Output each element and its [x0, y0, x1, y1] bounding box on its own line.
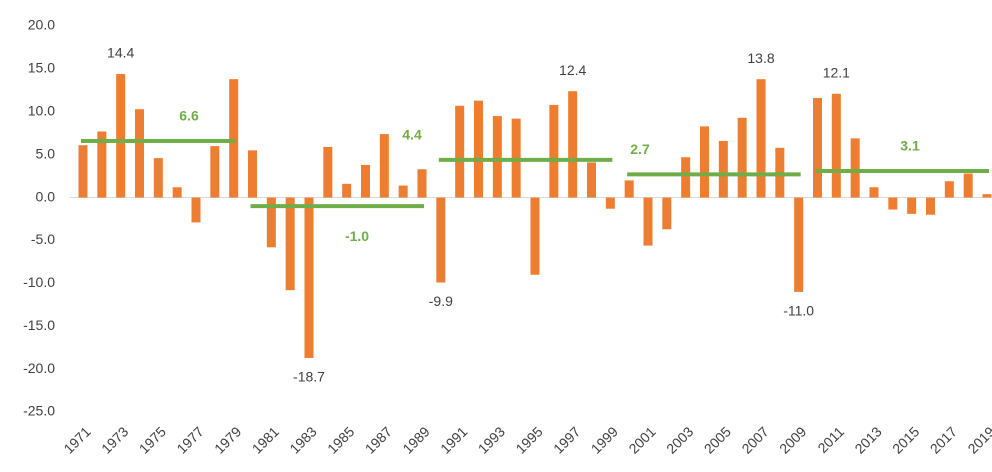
bar	[78, 145, 88, 198]
data-label: 14.4	[107, 45, 134, 61]
x-tick-label: 1999	[588, 423, 621, 456]
bar	[907, 197, 917, 214]
bar	[831, 93, 841, 198]
bar	[587, 162, 596, 198]
average-label: 2.7	[630, 141, 650, 157]
bar	[568, 91, 578, 198]
bar	[530, 197, 540, 275]
data-label: -9.9	[429, 293, 453, 309]
y-tick-label: -20.0	[23, 360, 55, 376]
x-tick-label: 1971	[60, 423, 93, 456]
bar	[794, 197, 804, 292]
bar	[549, 104, 559, 198]
data-label: 12.4	[559, 62, 586, 78]
bar	[963, 173, 973, 198]
y-tick-label: 20.0	[28, 17, 55, 33]
bar	[210, 146, 220, 198]
bar	[756, 79, 766, 198]
bar	[926, 197, 935, 215]
bar	[323, 146, 333, 198]
bar	[944, 181, 954, 198]
bar	[436, 197, 446, 283]
x-tick-label: 2001	[625, 423, 658, 456]
bar	[135, 109, 144, 198]
bar	[888, 197, 898, 210]
x-tick-label: 2003	[663, 423, 696, 456]
y-tick-label: 10.0	[28, 102, 55, 118]
x-tick-label: 1995	[512, 423, 545, 456]
y-tick-label: -5.0	[31, 231, 55, 247]
bar	[850, 138, 860, 198]
bar	[116, 74, 126, 198]
bar	[982, 194, 992, 198]
data-label: -11.0	[783, 303, 814, 319]
x-tick-label: 2019	[964, 423, 992, 456]
bar	[737, 117, 747, 198]
x-tick-label: 2007	[738, 423, 771, 456]
x-tick-label: 1991	[437, 423, 470, 456]
bar	[379, 134, 389, 198]
y-tick-label: -10.0	[23, 274, 55, 290]
y-tick-label: -15.0	[23, 317, 55, 333]
x-tick-label: 2011	[814, 423, 847, 456]
bar	[304, 197, 314, 358]
average-label: 4.4	[402, 127, 422, 143]
bar	[605, 197, 615, 209]
x-tick-label: 1989	[399, 423, 432, 456]
average-label: -1.0	[345, 228, 369, 244]
x-tick-label: 2017	[927, 423, 960, 456]
bar	[492, 116, 502, 198]
x-tick-label: 1973	[98, 423, 131, 456]
x-tick-label: 1993	[475, 423, 508, 456]
bar	[624, 180, 634, 198]
x-tick-label: 2009	[776, 423, 809, 456]
x-tick-label: 1977	[173, 423, 206, 456]
bar	[474, 100, 483, 198]
bar	[248, 150, 257, 198]
y-tick-label: 15.0	[28, 60, 55, 76]
bar	[643, 197, 653, 246]
bar	[455, 105, 465, 198]
bar	[718, 140, 728, 198]
x-tick-label: 2013	[851, 423, 884, 456]
bar	[417, 169, 427, 198]
bar	[869, 187, 879, 198]
y-tick-label: 0.0	[36, 188, 56, 204]
bar	[97, 131, 107, 198]
x-tick-label: 2005	[701, 423, 734, 456]
bar	[266, 197, 276, 248]
x-tick-label: 1981	[249, 423, 282, 456]
y-tick-label: 5.0	[36, 145, 56, 161]
bar	[700, 126, 709, 198]
bar	[361, 164, 370, 198]
x-tick-label: 1997	[550, 423, 583, 456]
bar	[172, 187, 182, 198]
data-label: 13.8	[747, 50, 774, 66]
average-label: 3.1	[900, 138, 920, 154]
bar	[285, 197, 295, 291]
data-label: -18.7	[293, 369, 325, 385]
y-tick-label: -25.0	[23, 403, 55, 419]
bar	[681, 157, 691, 198]
average-label: 6.6	[179, 108, 199, 124]
x-tick-label: 1979	[211, 423, 244, 456]
bar	[813, 98, 822, 198]
bar	[153, 158, 163, 198]
bar	[191, 197, 201, 223]
x-tick-label: 1987	[362, 423, 395, 456]
bar	[398, 185, 408, 198]
bar	[342, 183, 352, 198]
x-tick-label: 1983	[286, 423, 319, 456]
x-tick-label: 1985	[324, 423, 357, 456]
data-label: 12.1	[823, 64, 850, 80]
bar	[229, 79, 239, 198]
bar	[662, 197, 672, 230]
x-tick-label: 1975	[136, 423, 169, 456]
x-tick-label: 2015	[889, 423, 922, 456]
